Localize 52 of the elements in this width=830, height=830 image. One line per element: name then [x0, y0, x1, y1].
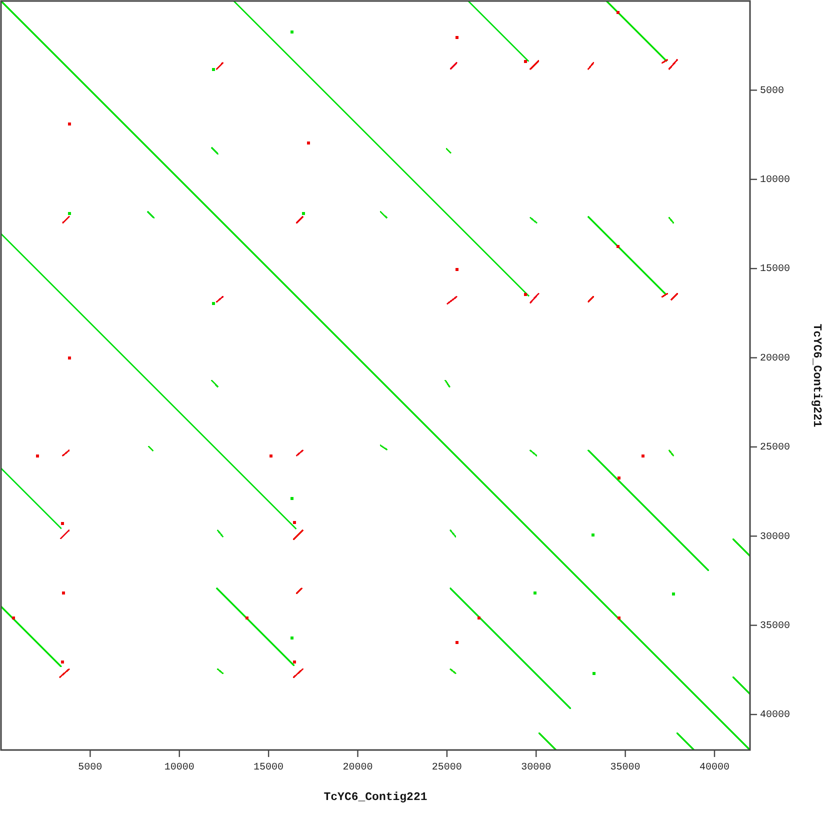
point: [478, 616, 481, 620]
point: [307, 141, 310, 144]
point: [642, 454, 645, 458]
x-tick-label: 20000: [342, 762, 373, 774]
point: [12, 616, 15, 620]
point: [524, 60, 527, 64]
point: [61, 660, 64, 664]
y-axis-title: TcYC6_Contig221: [810, 324, 823, 428]
point: [290, 30, 294, 34]
point: [292, 521, 296, 524]
x-tick-label: 35000: [610, 762, 640, 774]
point: [246, 616, 249, 620]
point: [212, 68, 215, 72]
point: [62, 592, 65, 595]
point: [292, 660, 296, 664]
y-tick-label: 35000: [760, 620, 790, 632]
point: [68, 122, 72, 126]
point: [672, 592, 675, 596]
point: [616, 244, 620, 248]
point: [455, 36, 458, 40]
x-axis-title: TcYC6_Contig221: [324, 791, 428, 804]
point: [592, 534, 595, 537]
point: [68, 356, 72, 360]
point: [455, 268, 458, 271]
point: [61, 522, 64, 526]
x-tick-label: 10000: [164, 762, 194, 774]
y-tick-label: 25000: [760, 442, 790, 454]
point: [68, 212, 72, 215]
point: [524, 292, 527, 296]
point: [618, 476, 621, 480]
point: [592, 672, 596, 675]
y-tick-label: 30000: [760, 532, 790, 543]
y-tick-label: 15000: [760, 264, 790, 276]
point: [290, 636, 294, 640]
x-tick-label: 30000: [521, 762, 552, 774]
point: [616, 11, 620, 14]
point: [455, 640, 458, 644]
x-tick-label: 40000: [699, 762, 730, 774]
x-tick-label: 15000: [254, 762, 284, 774]
point: [290, 497, 294, 500]
x-tick-label: 5000: [78, 762, 102, 774]
x-tick-label: 25000: [432, 762, 462, 774]
point: [36, 454, 40, 458]
point: [534, 592, 537, 595]
point: [302, 212, 305, 215]
y-tick-label: 10000: [760, 175, 790, 186]
point: [212, 302, 215, 305]
point: [618, 616, 621, 620]
y-tick-label: 20000: [760, 353, 790, 364]
y-tick-label: 40000: [760, 710, 790, 722]
y-tick-label: 5000: [760, 86, 784, 97]
point: [270, 454, 273, 458]
